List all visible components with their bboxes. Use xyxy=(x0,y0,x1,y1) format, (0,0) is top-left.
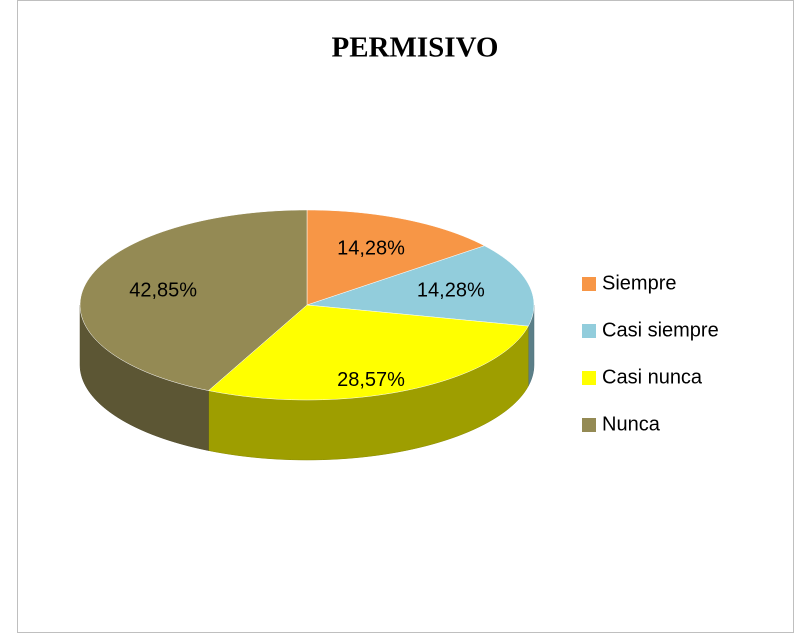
legend-swatch xyxy=(582,277,596,291)
legend-swatch xyxy=(582,418,596,432)
chart-title: PERMISIVO xyxy=(332,32,499,64)
legend-swatch xyxy=(582,371,596,385)
legend-label: Siempre xyxy=(602,272,676,294)
pie-slice xyxy=(306,245,535,327)
pie-slice xyxy=(306,209,486,306)
data-label: 28,57% xyxy=(337,369,405,391)
data-label: 42,85% xyxy=(129,280,197,302)
legend-label: Casi siempre xyxy=(602,319,719,341)
pie-slice xyxy=(207,304,529,401)
legend-label: Casi nunca xyxy=(602,366,703,388)
data-label: 14,28% xyxy=(337,238,405,260)
legend-swatch xyxy=(582,324,596,338)
pie-slice xyxy=(79,209,308,391)
legend-label: Nunca xyxy=(602,413,661,435)
data-label: 14,28% xyxy=(417,280,485,302)
